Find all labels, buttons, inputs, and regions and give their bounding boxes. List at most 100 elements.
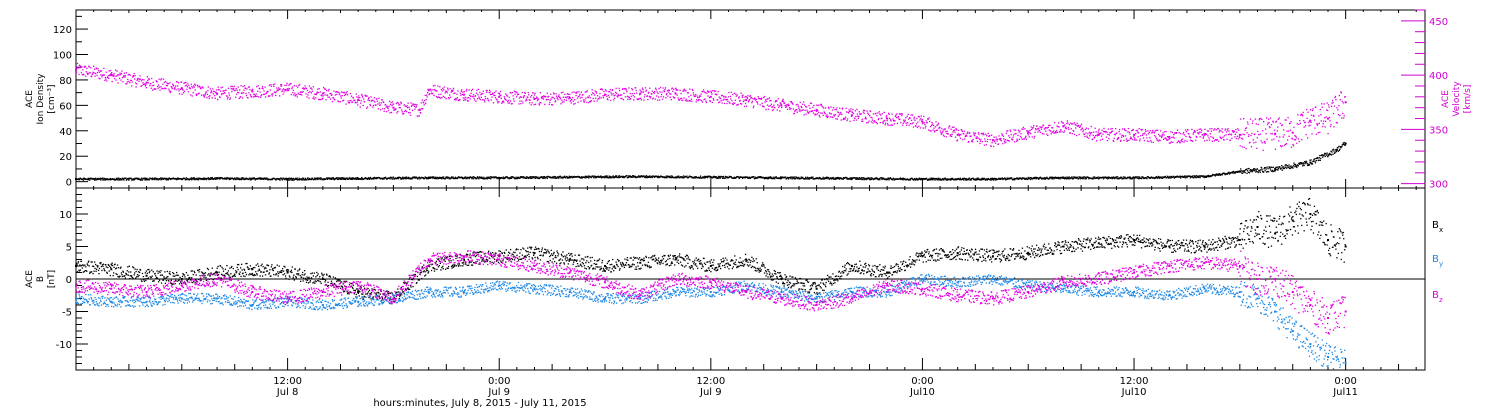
- velocity-sample: [841, 113, 843, 115]
- velocity-sample: [695, 101, 697, 103]
- velocity-sample: [75, 71, 78, 74]
- velocity-sample: [488, 100, 490, 102]
- density-sample: [375, 177, 377, 180]
- velocity-sample: [1157, 140, 1159, 142]
- velocity-sample: [628, 96, 630, 99]
- velocity-sample: [131, 81, 133, 83]
- velocity-sample: [1296, 123, 1299, 125]
- velocity-sample: [1058, 126, 1060, 128]
- velocity-sample: [525, 98, 527, 100]
- velocity-sample: [722, 99, 724, 101]
- velocity-sample: [89, 72, 91, 74]
- velocity-sample: [409, 112, 411, 114]
- velocity-sample: [1076, 122, 1078, 124]
- velocity-sample: [751, 102, 753, 104]
- velocity-sample: [790, 100, 793, 103]
- velocity-sample: [1154, 130, 1156, 132]
- density-sample: [531, 177, 533, 179]
- velocity-sample: [914, 119, 916, 121]
- velocity-point: [462, 93, 465, 96]
- velocity-sample: [931, 121, 933, 124]
- velocity-sample: [252, 96, 254, 98]
- velocity-sample: [1078, 133, 1080, 136]
- velocity-sample: [1286, 130, 1288, 132]
- density-sample: [944, 177, 946, 179]
- density-sample: [122, 177, 124, 180]
- density-sample: [288, 179, 290, 181]
- velocity-sample: [213, 90, 215, 93]
- velocity-sample: [108, 70, 110, 72]
- density-sample: [128, 179, 130, 181]
- density-sample: [251, 178, 253, 180]
- velocity-sample: [1164, 137, 1167, 139]
- velocity-sample: [658, 99, 661, 101]
- velocity-sample: [83, 66, 86, 68]
- density-point: [1274, 167, 1277, 170]
- velocity-sample: [412, 103, 414, 105]
- velocity-sample: [865, 116, 867, 118]
- velocity-sample: [626, 91, 628, 93]
- density-sample: [951, 178, 953, 180]
- velocity-sample: [878, 111, 880, 113]
- velocity-sample: [1320, 114, 1322, 116]
- density-sample: [93, 178, 95, 180]
- density-sample: [546, 177, 548, 180]
- velocity-sample: [985, 144, 987, 146]
- velocity-sample: [552, 97, 554, 99]
- velocity-sample: [1111, 127, 1113, 130]
- velocity-sample: [978, 138, 981, 140]
- density-sample: [314, 177, 316, 179]
- velocity-sample: [632, 89, 634, 91]
- velocity-sample: [1070, 122, 1072, 124]
- density-sample: [874, 177, 877, 179]
- velocity-sample: [703, 98, 705, 101]
- velocity-sample: [1183, 141, 1185, 143]
- x-tick-time: 12:00: [1120, 376, 1149, 387]
- velocity-sample: [947, 133, 949, 135]
- density-sample: [612, 176, 614, 178]
- density-sample: [263, 177, 266, 179]
- y-tick-label: 40: [59, 127, 72, 138]
- velocity-sample: [1004, 142, 1006, 144]
- velocity-sample: [987, 132, 989, 135]
- velocity-sample: [665, 94, 668, 96]
- velocity-sample: [296, 94, 298, 96]
- density-sample: [671, 176, 673, 179]
- density-sample: [243, 178, 246, 181]
- velocity-sample: [467, 99, 469, 102]
- density-sample: [360, 178, 362, 180]
- velocity-sample: [207, 86, 210, 88]
- velocity-sample: [675, 87, 677, 89]
- density-sample: [810, 176, 813, 178]
- density-sample: [928, 179, 931, 181]
- density-sample: [224, 177, 226, 179]
- density-sample: [219, 178, 221, 180]
- density-sample: [658, 176, 660, 179]
- velocity-sample: [1183, 134, 1186, 136]
- density-sample: [402, 176, 404, 178]
- density-sample: [203, 178, 205, 181]
- velocity-sample: [92, 71, 94, 73]
- density-sample: [473, 176, 475, 178]
- velocity-series: [75, 62, 1347, 151]
- density-sample: [489, 176, 491, 178]
- velocity-sample: [1311, 133, 1313, 135]
- velocity-sample: [840, 119, 842, 121]
- density-sample: [585, 175, 588, 177]
- velocity-sample: [881, 113, 883, 115]
- density-sample: [245, 178, 247, 180]
- velocity-sample: [337, 91, 339, 94]
- density-sample: [717, 176, 719, 179]
- velocity-sample: [284, 88, 287, 91]
- velocity-sample: [1293, 126, 1295, 128]
- density-sample: [580, 176, 583, 178]
- velocity-sample: [376, 98, 378, 100]
- velocity-sample: [577, 95, 580, 98]
- density-sample: [517, 177, 519, 179]
- velocity-sample: [455, 99, 457, 101]
- density-sample: [159, 178, 161, 181]
- velocity-sample: [1024, 136, 1027, 139]
- density-sample: [686, 175, 688, 177]
- velocity-sample: [76, 62, 79, 65]
- velocity-sample: [482, 90, 484, 92]
